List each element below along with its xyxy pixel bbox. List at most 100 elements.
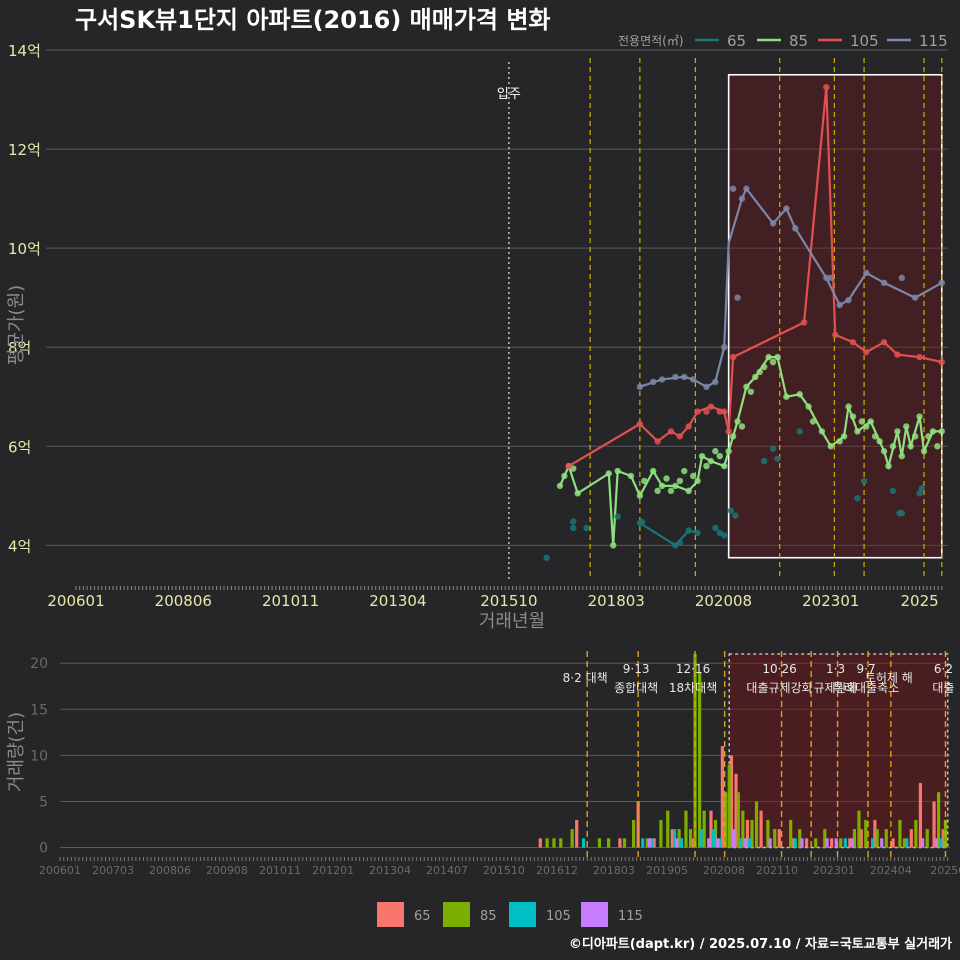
price-point-115 [734,294,741,301]
price-point-105 [685,423,692,430]
price-point-85 [876,438,883,445]
policy-name-label: 18차대책 [669,680,717,695]
price-point-65 [854,495,861,502]
x-tick-label: 2025 [900,592,938,610]
volume-bar-85 [766,819,770,848]
price-point-115 [681,373,688,381]
price-point-85 [858,418,866,425]
volume-bar-115 [647,838,652,848]
top-legend: 전용면적(㎡) 65 85 105 115 [618,32,948,50]
volume-x-tick-label: 202404 [870,864,912,877]
price-point-65 [916,490,923,497]
price-point-105 [565,462,573,470]
volume-bar-65 [791,838,795,848]
volume-bar-85 [875,829,879,848]
volume-bar-65 [734,773,738,848]
legend-swatch-85 [443,902,470,927]
price-point-65 [676,539,684,547]
price-point-85 [605,470,612,477]
price-point-105 [849,339,857,346]
price-point-85 [849,413,857,420]
volume-bar-85 [702,810,706,848]
volume-bar-115 [743,838,747,848]
price-point-105 [721,408,728,415]
volume-x-tick-label: 202301 [813,864,855,877]
volume-bar-85 [864,819,868,848]
price-point-85 [658,482,666,490]
volume-x-tick-label: 201905 [646,864,688,877]
price-point-65 [570,524,577,532]
volume-bar-105 [905,838,909,848]
price-point-85 [898,452,906,460]
volume-bar-85 [606,838,611,848]
volume-x-tick-label: 200806 [149,864,191,877]
volume-x-tick-label: 200601 [39,864,81,877]
volume-bar-85 [622,838,627,848]
legend-swatch-label-85: 85 [480,909,497,924]
volume-bar-85 [750,819,754,848]
x-tick-label: 200806 [155,592,212,610]
price-point-115 [636,383,644,391]
legend-label-105: 105 [850,32,879,50]
volume-y-tick-label: 5 [39,794,48,810]
price-point-105 [938,358,945,366]
price-point-115 [863,269,870,277]
price-point-105 [694,408,701,415]
volume-bar-105 [699,829,703,848]
price-point-115 [689,376,697,383]
volume-bar-65 [575,819,579,848]
price-point-115 [729,185,737,192]
volume-bar-85 [857,810,861,848]
legend-label-115: 115 [919,32,948,50]
price-point-85 [774,353,781,361]
volume-bar-65 [538,838,542,848]
volume-bar-85 [545,838,549,848]
price-point-85 [716,452,723,460]
y-tick-label: 10억 [8,240,41,258]
policy-date-label: 9·13 [623,662,650,676]
volume-bar-65 [729,755,734,848]
price-point-85 [707,457,715,465]
policy-name-label: 특례대출축소 [833,681,899,695]
price-point-85 [920,448,928,455]
volume-bar-115 [934,838,938,848]
volume-bar-65 [848,838,852,848]
volume-bar-85 [559,838,563,848]
price-point-85 [614,467,621,475]
price-point-85 [894,428,901,435]
price-point-115 [783,205,790,212]
policy-name-label: 규제완화 [813,681,857,695]
price-point-85 [694,477,701,485]
volume-y-axis-label: 거래량(건) [6,712,27,792]
volume-bar-65 [709,810,713,848]
price-points [543,83,945,561]
volume-bar-115 [921,838,925,848]
volume-x-tick-label: 201803 [593,864,635,877]
price-point-85 [934,443,941,450]
legend-swatch-65 [377,902,404,927]
volume-highlight-box [728,653,949,849]
price-point-105 [676,433,684,440]
y-tick-label: 8억 [8,339,31,357]
volume-bar-65 [670,829,674,848]
price-point-85 [805,403,812,410]
price-point-85 [672,482,679,490]
policy-date-label: 1·3 [826,662,845,676]
volume-bar-65 [804,838,809,848]
price-point-85 [840,433,848,440]
volume-bar-85 [937,792,941,848]
price-point-85 [796,391,803,398]
volume-x-tick-label: 200703 [92,864,134,877]
volume-bar-105 [738,838,743,848]
price-point-115 [703,383,710,391]
price-point-85 [689,472,697,480]
volume-bar-85 [698,672,702,848]
price-point-85 [867,418,874,425]
volume-bar-85 [902,838,907,848]
price-point-115 [792,225,799,232]
price-point-65 [918,485,926,492]
x-tick-label: 200601 [47,592,104,610]
price-point-115 [721,343,728,351]
volume-x-tick-label: 201612 [536,864,578,877]
price-point-115 [836,301,843,309]
